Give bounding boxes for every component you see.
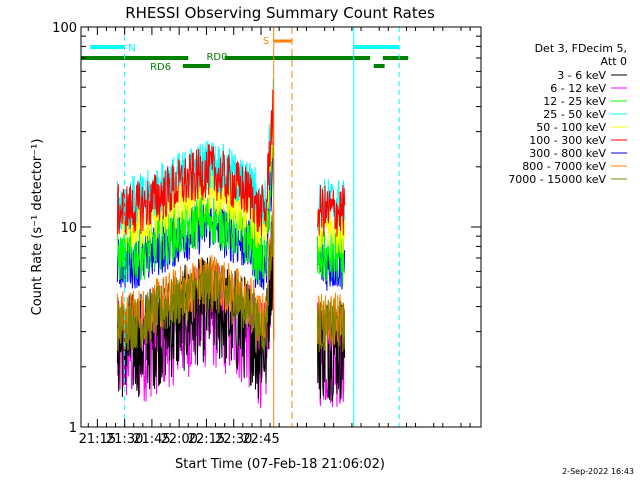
plot-frame xyxy=(80,26,482,428)
y-tick-label: 10 xyxy=(60,221,77,236)
legend-label: 6 - 12 keV xyxy=(550,82,606,95)
legend-label: 3 - 6 keV xyxy=(557,69,606,82)
flag-label-rd0: RD0 xyxy=(206,52,227,63)
x-tick-label: 22:45 xyxy=(242,432,279,447)
x-tick-label: 22:30 xyxy=(215,432,252,447)
series-trace xyxy=(316,292,346,346)
series-trace xyxy=(316,299,346,353)
legend-label: 25 - 50 keV xyxy=(543,108,606,121)
flag-bars: N RD0 RD6 S xyxy=(81,27,409,427)
legend-label: 12 - 25 keV xyxy=(543,95,606,108)
x-tick-label: 22:00 xyxy=(160,432,197,447)
x-axis-label: Start Time (07-Feb-18 21:06:02) xyxy=(175,457,385,472)
flag-label-rd6: RD6 xyxy=(150,62,171,73)
legend-label: 7000 - 15000 keV xyxy=(508,173,606,186)
series-trace xyxy=(116,201,275,343)
series-trace xyxy=(116,89,275,237)
y-tick-label: 100 xyxy=(52,21,77,36)
legend-label: 50 - 100 keV xyxy=(536,121,606,134)
series-trace xyxy=(316,185,346,237)
series-trace xyxy=(316,302,346,402)
series-trace xyxy=(316,242,346,291)
y-tick-label: 1 xyxy=(69,421,77,436)
series-traces xyxy=(116,78,346,409)
x-tick-label: 21:45 xyxy=(133,432,170,447)
series-trace xyxy=(116,215,275,353)
footer-date: 2-Sep-2022 16:43 xyxy=(562,467,634,476)
legend-header-line2: Att 0 xyxy=(601,55,627,68)
legend-header-line1: Det 3, FDecim 5, xyxy=(535,42,627,55)
x-tick-label: 22:15 xyxy=(188,432,225,447)
chart-title: RHESSI Observing Summary Count Rates xyxy=(125,4,435,22)
x-tick-label: 21:15 xyxy=(79,432,116,447)
legend-label: 300 - 800 keV xyxy=(529,147,606,160)
legend-label: 800 - 7000 keV xyxy=(522,160,606,173)
legend-label: 100 - 300 keV xyxy=(529,134,606,147)
flag-label-n: N xyxy=(128,43,135,54)
x-tick-label: 21:30 xyxy=(106,432,143,447)
y-axis-label: Count Rate (s⁻¹ detector⁻¹) xyxy=(30,139,45,316)
flag-label-s: S xyxy=(263,36,269,47)
